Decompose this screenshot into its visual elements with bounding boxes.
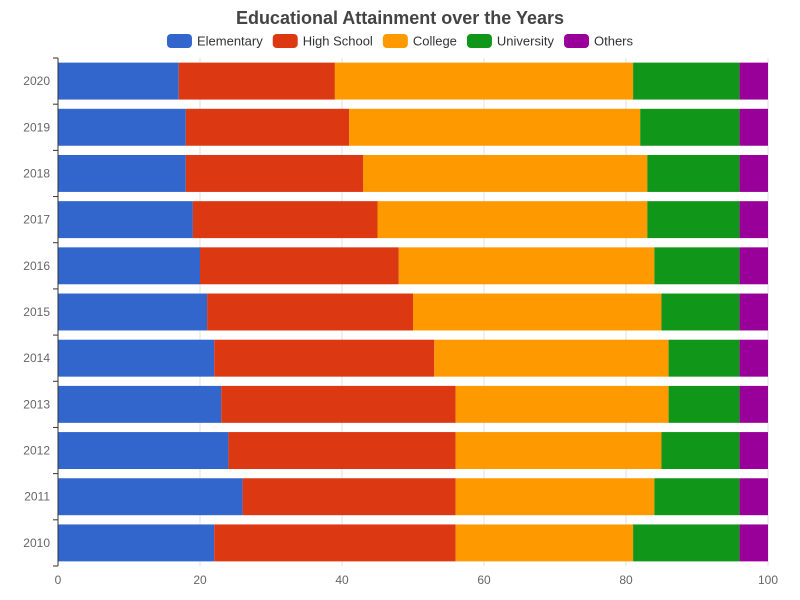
bar-elementary-2011[interactable] (58, 478, 243, 516)
legend-swatch (166, 34, 192, 48)
y-tick-label: 2012 (23, 444, 50, 458)
bar-elementary-2019[interactable] (58, 108, 186, 146)
x-tick-label: 20 (193, 573, 207, 587)
legend-swatch (466, 34, 492, 48)
bar-high-school-2016[interactable] (200, 247, 399, 285)
bar-high-school-2012[interactable] (228, 432, 456, 470)
legend-item-others[interactable]: Others (564, 34, 634, 49)
bar-others-2017[interactable] (739, 201, 768, 239)
legend-label: High School (303, 34, 373, 49)
bar-high-school-2015[interactable] (207, 293, 413, 331)
bar-college-2013[interactable] (455, 385, 669, 423)
bar-elementary-2013[interactable] (58, 385, 222, 423)
y-tick-label: 2017 (23, 213, 50, 227)
y-tick-label: 2013 (23, 397, 50, 411)
bar-elementary-2018[interactable] (58, 154, 186, 192)
legend-swatch (564, 34, 590, 48)
bar-elementary-2017[interactable] (58, 201, 193, 239)
bar-university-2020[interactable] (633, 62, 740, 100)
bar-university-2015[interactable] (661, 293, 740, 331)
bars (58, 62, 768, 562)
bar-university-2016[interactable] (654, 247, 740, 285)
bar-high-school-2019[interactable] (185, 108, 350, 146)
bar-high-school-2014[interactable] (214, 339, 435, 377)
bar-elementary-2020[interactable] (58, 62, 179, 100)
bar-university-2014[interactable] (668, 339, 740, 377)
bar-elementary-2012[interactable] (58, 432, 229, 470)
x-tick-label: 80 (619, 573, 633, 587)
legend-swatch (272, 34, 298, 48)
bar-college-2010[interactable] (455, 524, 634, 562)
bar-college-2019[interactable] (349, 108, 641, 146)
bar-college-2014[interactable] (434, 339, 669, 377)
bar-high-school-2017[interactable] (192, 201, 378, 239)
x-tick-label: 40 (335, 573, 349, 587)
legend-item-elementary[interactable]: Elementary (166, 34, 263, 49)
bar-others-2020[interactable] (739, 62, 768, 100)
y-tick-label: 2011 (24, 490, 50, 504)
bar-college-2018[interactable] (363, 154, 648, 192)
bar-others-2016[interactable] (739, 247, 768, 285)
x-tick-label: 60 (477, 573, 491, 587)
x-tick-label: 100 (758, 573, 778, 587)
y-tick-label: 2020 (23, 74, 50, 88)
y-tick-label: 2016 (23, 259, 50, 273)
legend: Elementary High School College University Ot… (166, 34, 634, 49)
legend-label: University (497, 34, 555, 49)
bar-high-school-2020[interactable] (178, 62, 335, 100)
legend-label: Elementary (197, 34, 263, 49)
bar-high-school-2010[interactable] (214, 524, 456, 562)
legend-label: College (413, 34, 457, 49)
bar-high-school-2011[interactable] (242, 478, 456, 516)
bar-others-2012[interactable] (739, 432, 768, 470)
bar-college-2017[interactable] (377, 201, 648, 239)
bar-university-2011[interactable] (654, 478, 740, 516)
legend-item-high-school[interactable]: High School (272, 34, 373, 49)
bar-elementary-2014[interactable] (58, 339, 215, 377)
bar-others-2013[interactable] (739, 385, 768, 423)
bar-university-2013[interactable] (668, 385, 740, 423)
axes: 0 20 40 60 80 100 2010 2011 2012 2013 2014 2015 2016… (23, 57, 778, 587)
y-tick-label: 2014 (23, 351, 50, 365)
bar-university-2012[interactable] (661, 432, 740, 470)
bar-high-school-2013[interactable] (221, 385, 456, 423)
bar-high-school-2018[interactable] (185, 154, 364, 192)
bar-university-2010[interactable] (633, 524, 740, 562)
bar-others-2015[interactable] (739, 293, 768, 331)
bar-college-2012[interactable] (455, 432, 662, 470)
y-tick-label: 2019 (23, 120, 50, 134)
bar-elementary-2016[interactable] (58, 247, 200, 285)
bar-others-2019[interactable] (739, 108, 768, 146)
y-tick-label: 2018 (23, 166, 50, 180)
bar-others-2011[interactable] (739, 478, 768, 516)
bar-college-2015[interactable] (413, 293, 662, 331)
bar-university-2018[interactable] (647, 154, 740, 192)
bar-university-2019[interactable] (640, 108, 740, 146)
bar-college-2020[interactable] (334, 62, 634, 100)
bar-others-2014[interactable] (739, 339, 768, 377)
bar-college-2016[interactable] (398, 247, 655, 285)
x-tick-label: 0 (55, 573, 62, 587)
y-tick-label: 2015 (23, 305, 50, 319)
legend-item-college[interactable]: College (382, 34, 457, 49)
bar-others-2010[interactable] (739, 524, 768, 562)
bar-university-2017[interactable] (647, 201, 740, 239)
legend-label: Others (594, 34, 634, 49)
y-tick-label: 2010 (23, 536, 50, 550)
bar-college-2011[interactable] (455, 478, 655, 516)
legend-swatch (382, 34, 408, 48)
bar-others-2018[interactable] (739, 154, 768, 192)
legend-item-university[interactable]: University (466, 34, 555, 49)
bar-elementary-2010[interactable] (58, 524, 215, 562)
bar-elementary-2015[interactable] (58, 293, 208, 331)
chart-title: Educational Attainment over the Years (236, 8, 564, 28)
